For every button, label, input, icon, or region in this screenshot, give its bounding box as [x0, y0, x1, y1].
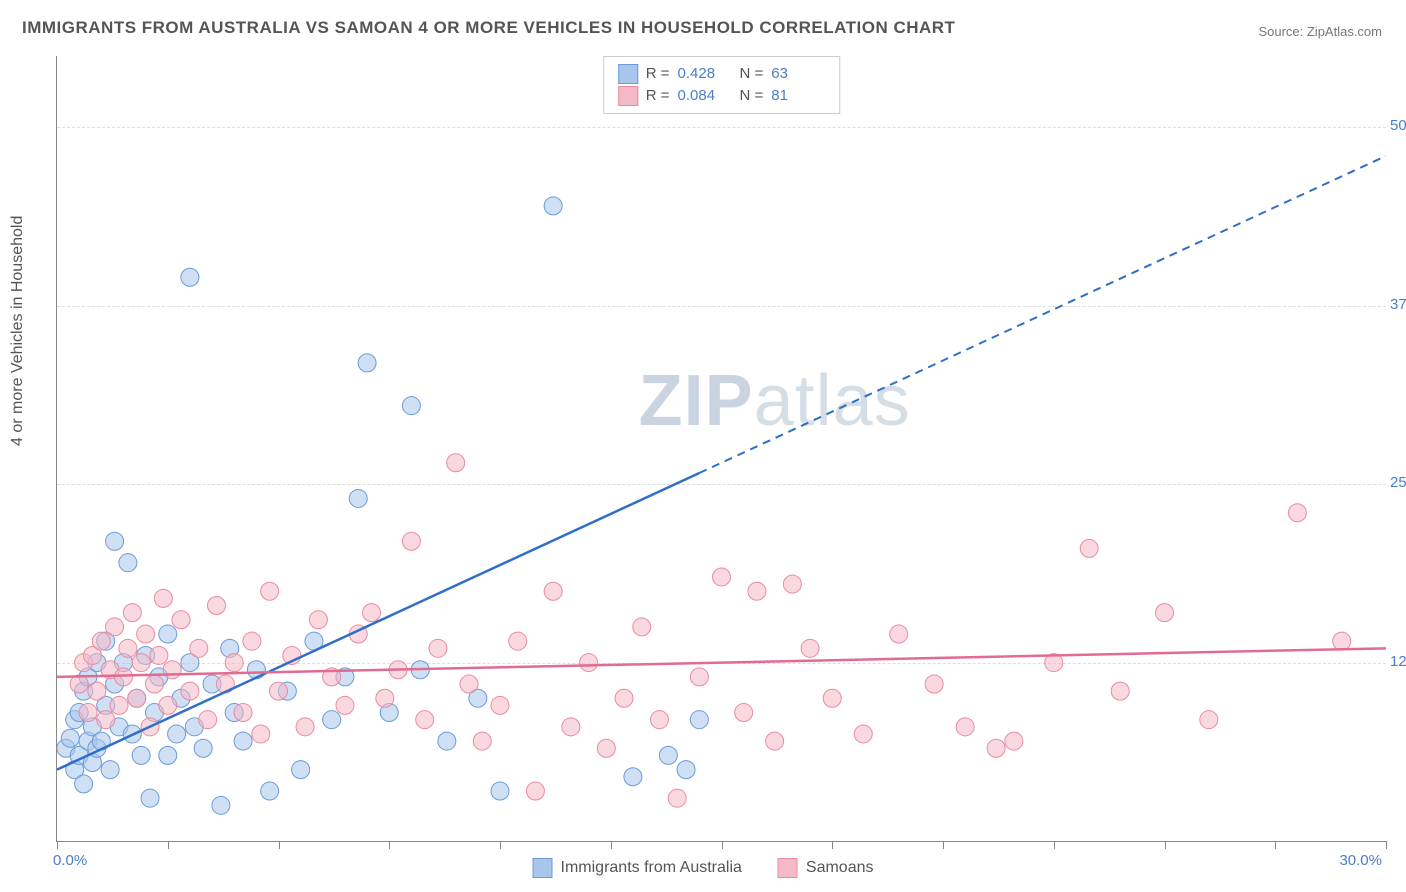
x-axis-min-label: 0.0% — [53, 852, 87, 869]
y-tick-label: 50.0% — [1390, 117, 1406, 134]
trend-line-dashed — [699, 156, 1386, 473]
legend-bottom-label-1: Samoans — [806, 859, 874, 877]
x-tick — [500, 841, 501, 849]
legend-item-1: Samoans — [778, 858, 874, 878]
y-tick-label: 12.5% — [1390, 653, 1406, 670]
n-value-0: 63 — [771, 63, 825, 85]
trend-line-solid — [57, 473, 699, 770]
x-tick — [168, 841, 169, 849]
legend-bottom-swatch-1 — [778, 858, 798, 878]
legend-row-series-1: R = 0.084 N = 81 — [618, 85, 826, 107]
x-axis-max-label: 30.0% — [1339, 852, 1382, 869]
n-label: N = — [740, 63, 764, 85]
x-tick — [57, 841, 58, 849]
x-tick — [1275, 841, 1276, 849]
x-tick — [1054, 841, 1055, 849]
x-tick — [1165, 841, 1166, 849]
x-tick — [832, 841, 833, 849]
legend-bottom-swatch-0 — [533, 858, 553, 878]
scatter-plot: ZIPatlas R = 0.428 N = 63 R = 0.084 N = … — [56, 56, 1386, 842]
r-value-0: 0.428 — [678, 63, 732, 85]
legend-item-0: Immigrants from Australia — [533, 858, 742, 878]
r-label: R = — [646, 85, 670, 107]
n-value-1: 81 — [771, 85, 825, 107]
source-attribution: Source: ZipAtlas.com — [1258, 24, 1382, 39]
r-value-1: 0.084 — [678, 85, 732, 107]
trend-line-solid — [57, 648, 1386, 677]
y-tick-label: 25.0% — [1390, 474, 1406, 491]
y-axis-label: 4 or more Vehicles in Household — [9, 216, 27, 446]
y-tick-label: 37.5% — [1390, 296, 1406, 313]
source-prefix: Source: — [1258, 24, 1306, 39]
trend-lines-layer — [57, 56, 1386, 841]
source-name: ZipAtlas.com — [1307, 24, 1382, 39]
legend-swatch-0 — [618, 64, 638, 84]
series-legend: Immigrants from Australia Samoans — [525, 858, 882, 878]
chart-title: IMMIGRANTS FROM AUSTRALIA VS SAMOAN 4 OR… — [22, 18, 955, 38]
correlation-legend: R = 0.428 N = 63 R = 0.084 N = 81 — [603, 56, 841, 114]
legend-swatch-1 — [618, 86, 638, 106]
legend-bottom-label-0: Immigrants from Australia — [561, 859, 742, 877]
x-tick — [611, 841, 612, 849]
x-tick — [279, 841, 280, 849]
n-label: N = — [740, 85, 764, 107]
x-tick — [722, 841, 723, 849]
x-tick — [1386, 841, 1387, 849]
r-label: R = — [646, 63, 670, 85]
x-tick — [389, 841, 390, 849]
x-tick — [943, 841, 944, 849]
legend-row-series-0: R = 0.428 N = 63 — [618, 63, 826, 85]
